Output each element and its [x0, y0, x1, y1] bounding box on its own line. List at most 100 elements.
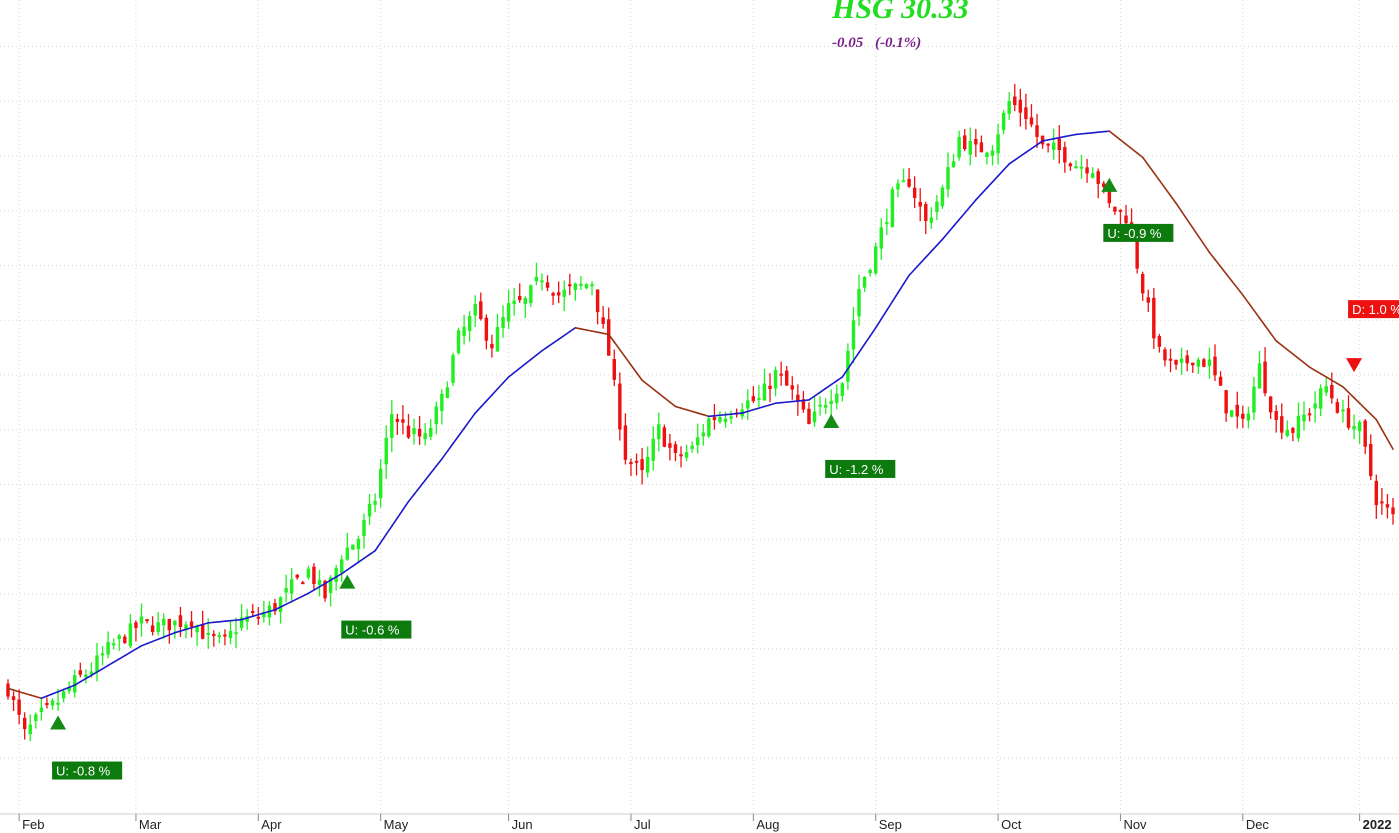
candle-body [762, 383, 767, 401]
candle-body [1324, 386, 1328, 393]
candle-body [1096, 171, 1100, 184]
candle-body [1146, 297, 1150, 303]
candle-body [779, 373, 783, 376]
ma-segment [257, 612, 265, 616]
candle-body [195, 626, 199, 633]
ma-segment [1308, 366, 1316, 372]
signal-markers: U: -0.8 % U: -0.6 % U: -1.2 % U: -0.9 % D: 1… [50, 177, 1399, 780]
ma-segment [969, 199, 977, 208]
x-axis-tick-label: Feb [22, 817, 44, 832]
candle-body [1330, 384, 1334, 399]
x-axis-tick-label: 2022 [1363, 817, 1392, 832]
ma-segment [758, 405, 766, 409]
candle-body [6, 683, 10, 697]
candle-body [601, 317, 605, 324]
ma-segment [101, 664, 109, 670]
ma-segment [613, 341, 621, 351]
candle-body [1280, 416, 1284, 433]
ma-segment [12, 689, 20, 693]
candle-body [223, 634, 227, 637]
ma-segment [1019, 151, 1027, 158]
candle-body [729, 416, 733, 419]
ma-segment [379, 533, 388, 544]
ma-segment [808, 395, 816, 401]
candle-body [1174, 359, 1178, 365]
moving-average-line [7, 130, 1394, 700]
candle-body [1040, 135, 1045, 145]
candle-body [696, 437, 700, 446]
ma-segment [724, 413, 732, 416]
ma-segment [107, 661, 115, 667]
candle-body [1235, 404, 1239, 417]
ma-segment [85, 674, 93, 680]
ma-segment [535, 349, 543, 356]
candle-body [1140, 274, 1145, 294]
candle-body [278, 597, 283, 613]
candle-body [150, 625, 155, 632]
candle-body [1241, 413, 1245, 419]
ma-segment [190, 625, 198, 629]
ma-segment [630, 364, 638, 374]
candle-body [390, 414, 394, 438]
candle-body [790, 385, 794, 390]
ma-segment [229, 619, 237, 622]
candle-body [239, 617, 244, 628]
ma-segment [635, 371, 643, 382]
ma-segment [1208, 251, 1216, 261]
candle-body [123, 636, 127, 643]
ma-segment [485, 394, 493, 402]
ma-segment [385, 525, 393, 536]
candle-body [684, 452, 689, 458]
candle-body [184, 624, 188, 631]
candle-body [1341, 409, 1345, 412]
ma-segment [1125, 143, 1133, 150]
candle-body [1335, 402, 1340, 413]
ma-segment [980, 187, 988, 195]
ma-segment [930, 244, 938, 253]
candle-body [451, 355, 455, 383]
ma-segment [1069, 133, 1077, 137]
ma-segment [797, 399, 805, 402]
ma-segment [1342, 386, 1350, 394]
candle-body [1296, 415, 1301, 439]
candle-body [1218, 376, 1223, 386]
candle-body [1124, 215, 1128, 224]
candle-body [1135, 241, 1139, 269]
ma-segment [463, 419, 471, 430]
candle-body [100, 653, 105, 656]
candle-body [796, 394, 800, 402]
candle-body [868, 269, 872, 274]
candle-body [523, 297, 528, 305]
candles [6, 83, 1395, 742]
candle-body [128, 623, 133, 647]
candle-body [295, 574, 299, 578]
ma-segment [140, 642, 148, 647]
candle-body [401, 419, 405, 423]
candle-body [840, 383, 845, 397]
candle-body [1057, 138, 1061, 151]
candle-body [334, 568, 338, 582]
ma-segment [240, 617, 248, 621]
candle-body [28, 724, 32, 735]
candle-body [873, 246, 878, 274]
ma-segment [1358, 402, 1366, 410]
ma-segment [296, 595, 304, 600]
ma-segment [329, 576, 337, 582]
ma-segment [418, 479, 426, 489]
candle-body [912, 187, 917, 198]
signal-up-arrow [339, 574, 356, 589]
candle-body [1068, 163, 1073, 167]
ma-segment [1297, 357, 1305, 364]
ticker-quote: HSG 30.33 [832, 0, 969, 25]
candle-body [1024, 107, 1028, 120]
candle-body [551, 293, 555, 296]
candle-body [579, 283, 583, 286]
candle-body [378, 468, 383, 499]
ma-segment [1225, 272, 1233, 282]
candle-body [490, 343, 494, 349]
ma-segment [763, 404, 771, 408]
ma-segment [886, 300, 894, 312]
candle-body [479, 301, 483, 320]
candle-body [746, 400, 750, 409]
